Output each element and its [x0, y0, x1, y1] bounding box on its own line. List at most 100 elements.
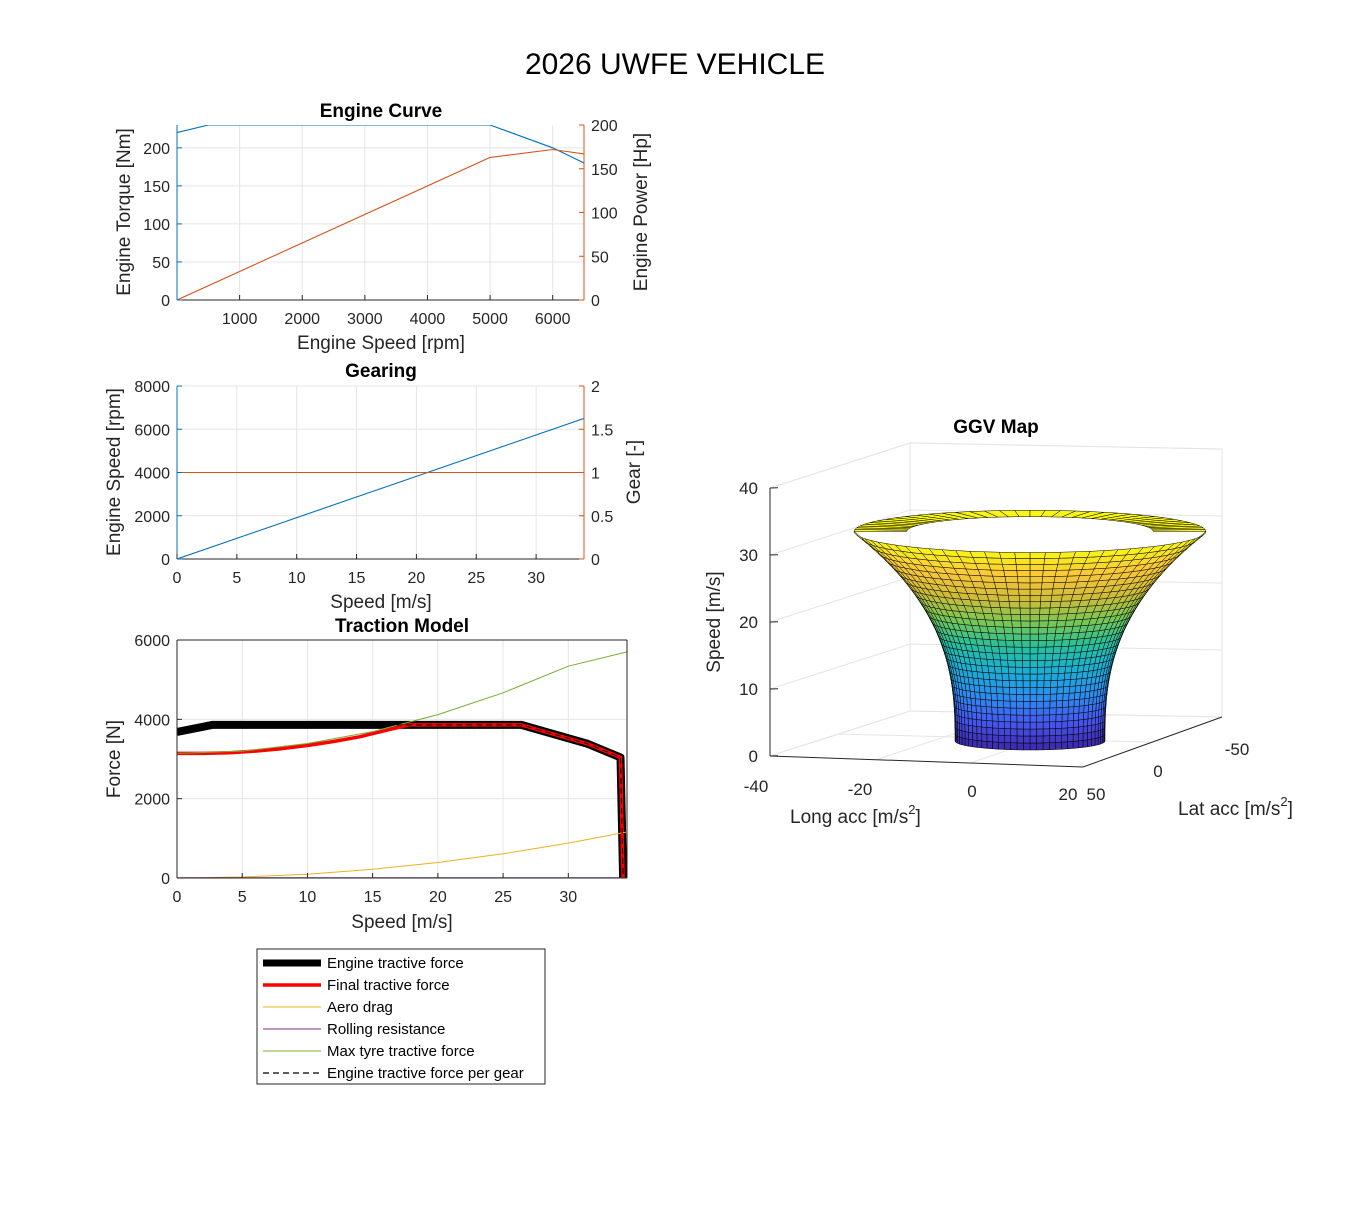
ggv-surface-patch — [961, 730, 966, 739]
ggv-surface-patch — [1087, 724, 1092, 734]
ggv-surface-patch — [988, 672, 997, 681]
ggv-surface-patch — [1040, 594, 1053, 602]
ggv-surface-patch — [1044, 666, 1053, 675]
ggv-surface-patch — [1029, 570, 1044, 577]
y-tick-label: 6000 — [134, 633, 170, 650]
ggv-surface-patch — [1029, 582, 1043, 590]
ggv-surface-patch — [1018, 588, 1031, 596]
ggv-surface-patch — [1029, 607, 1041, 615]
ggv-surface-patch — [1015, 687, 1024, 695]
ggv-surface-patch — [1009, 707, 1018, 716]
ggv-surface-patch — [996, 686, 1004, 695]
ggv-surface-patch — [1091, 724, 1096, 733]
ggv-surface-patch — [1091, 710, 1097, 719]
ggv-surface-patch — [1003, 721, 1011, 730]
ggv-surface-patch — [1022, 694, 1031, 702]
ggv-surface-patch — [1010, 614, 1022, 622]
ggv-surface-patch — [968, 731, 973, 741]
ggv-surface-patch — [1013, 646, 1023, 655]
y-tick-right-label: 50 — [591, 249, 609, 266]
ggv-surface-patch — [984, 551, 1002, 559]
engine-curve-ylabel-right: Engine Power [Hp] — [631, 133, 652, 291]
ggv-y-tick-label: 50 — [1087, 785, 1106, 804]
gearing-xlabel: Speed [m/s] — [330, 592, 431, 613]
ggv-surface-patch — [1003, 626, 1014, 635]
ggv-surface-patch — [1044, 551, 1061, 559]
ggv-surface-patch — [1010, 714, 1018, 723]
ggv-surface-patch — [981, 719, 988, 728]
ggv-y-axis — [1082, 716, 1223, 768]
ggv-surface-patch — [997, 707, 1005, 715]
ggv-surface-patch — [1097, 722, 1101, 732]
ggv-surface-patch — [1049, 707, 1057, 716]
ggv-surface-patch — [1029, 627, 1040, 635]
y-tick-label: 50 — [152, 255, 170, 272]
ggv-surface-patch — [991, 706, 999, 715]
ggv-surface-patch — [1070, 672, 1078, 680]
ggv-surface-patch — [961, 723, 966, 732]
ggv-surface-patch — [1011, 620, 1022, 628]
ggv-surface-patch — [1036, 735, 1044, 744]
gearing-ylabel-right: Gear [-] — [624, 440, 645, 504]
ggv-surface-patch — [1018, 595, 1031, 602]
ggv-surface-patch — [1056, 563, 1072, 571]
ggv-surface-patch — [1059, 600, 1072, 608]
ggv-surface-patch — [1061, 727, 1068, 736]
ggv-surface-patch — [1049, 728, 1056, 736]
traction-model-ylabel: Force [N] — [104, 720, 125, 798]
ggv-surface-patch — [1020, 614, 1031, 622]
ggv-surface-patch — [1016, 735, 1024, 744]
x-tick-label: 3000 — [347, 311, 383, 328]
ggv-surface-patch — [1063, 672, 1072, 681]
ggv-surface-patch — [1008, 601, 1021, 609]
ggv-surface-patch — [998, 741, 1005, 750]
ggv-surface-patch — [1049, 735, 1056, 743]
ggv-surface-patch — [986, 713, 993, 722]
ggv-surface-patch — [985, 706, 993, 715]
series-engine-power — [177, 148, 584, 300]
ggv-surface-patch — [1059, 652, 1068, 661]
ggv-surface-patch — [1072, 719, 1079, 728]
ggv-surface-patch — [1015, 666, 1024, 675]
ggv-surface-patch — [992, 727, 999, 736]
ggv-surface-patch — [1036, 694, 1044, 702]
ggv-surface-patch — [972, 732, 978, 741]
series-group — [177, 417, 584, 559]
ggv-z-tick-label: 20 — [739, 613, 758, 632]
ggv-surface-patch — [1016, 728, 1024, 737]
ggv-surface-patch — [1036, 680, 1045, 688]
ggv-surface-patch — [1087, 731, 1092, 741]
ggv-surface-patch — [1009, 700, 1017, 709]
ggv-surface-patch — [1003, 707, 1011, 716]
ggv-surface-patch — [1048, 613, 1059, 622]
ggv-surface-patch — [1061, 713, 1069, 722]
ggv-surface-patch — [1067, 727, 1074, 736]
x-tick-label: 6000 — [535, 311, 571, 328]
ggv-surface-patch — [1041, 582, 1055, 590]
ggv-surface-patch — [995, 588, 1009, 596]
ggv-surface-patch — [997, 721, 1005, 729]
ggv-surface-patch — [1036, 721, 1044, 730]
ggv-surface-patch — [1060, 594, 1074, 602]
series-engine-speed — [177, 417, 584, 559]
ggv-surface-patch — [1065, 575, 1080, 583]
ggv-surface-patch — [964, 717, 969, 726]
series-engine-torque — [177, 125, 584, 164]
ggv-surface-patch — [1036, 714, 1044, 723]
ggv-surface-patch — [999, 652, 1008, 661]
ggv-surface-patch — [1022, 680, 1031, 688]
x-tick-label: 0 — [173, 570, 182, 587]
gearing-ylabel-left: Engine Speed [rpm] — [104, 388, 125, 556]
ggv-surface-patch — [1008, 673, 1017, 681]
ggv-surface-patch — [1050, 680, 1058, 688]
ggv-surface-patch — [1052, 646, 1062, 654]
ggv-surface-patch — [1029, 728, 1037, 737]
ggv-surface-patch — [1036, 742, 1044, 751]
ggv-surface-patch — [1022, 660, 1031, 668]
ggv-surface-patch — [1023, 701, 1031, 709]
ggv-surface-patch — [1021, 653, 1031, 661]
ggv-surface-patch — [959, 736, 963, 746]
ggv-surface-patch — [1068, 685, 1076, 694]
ggv-surface-patch — [998, 646, 1008, 654]
y-tick-right-label: 2 — [591, 379, 600, 396]
